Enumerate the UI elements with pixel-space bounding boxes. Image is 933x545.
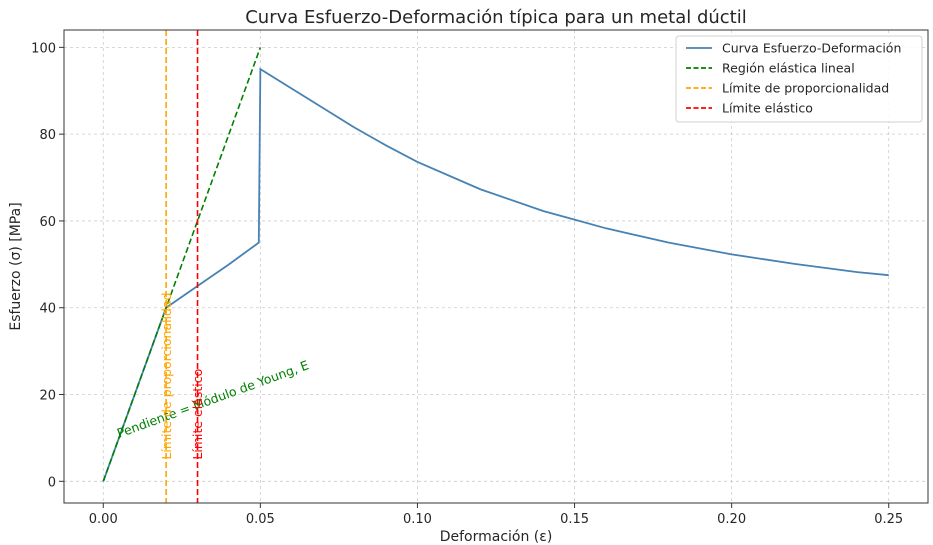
y-axis-label: Esfuerzo (σ) [MPa] <box>8 202 24 330</box>
x-tick-label: 0.20 <box>717 512 746 527</box>
legend: Curva Esfuerzo-Deformación Región elástic… <box>675 35 923 123</box>
x-axis-label: Deformación (ε) <box>440 529 553 545</box>
y-tick-label: 40 <box>39 302 56 317</box>
legend-entry-label: Curva Esfuerzo-Deformación <box>722 41 901 56</box>
annotation-label: Límite de proporcionalidad <box>159 292 174 459</box>
legend-entry-label: Límite de proporcionalidad <box>722 81 889 96</box>
x-tick-label: 0.05 <box>246 512 275 527</box>
x-tick-label: 0.15 <box>560 512 589 527</box>
axes-frame <box>63 29 929 504</box>
x-tick-label: 0.00 <box>89 512 118 527</box>
series-line-regi-n-el-stica-lineal <box>102 47 262 482</box>
y-tick-label: 20 <box>39 389 56 404</box>
legend-box <box>675 35 923 123</box>
legend-entry-label: Límite elástico <box>722 101 813 116</box>
y-tick-label: 80 <box>39 128 56 143</box>
series-line-curva-esfuerzo-deformaci-n <box>102 67 889 482</box>
y-tick-label: 0 <box>48 475 56 490</box>
chart-title: Curva Esfuerzo-Deformación típica para u… <box>245 7 747 28</box>
annotation-label: Límite elástico <box>190 369 205 460</box>
y-tick-label: 60 <box>39 215 56 230</box>
y-tick-label: 100 <box>31 41 56 56</box>
x-tick-label: 0.10 <box>403 512 432 527</box>
x-tick-label: 0.25 <box>874 512 903 527</box>
legend-entry-label: Región elástica lineal <box>722 61 855 76</box>
axes: 0.00 0.05 0.10 0.15 0.20 0.25 0 20 40 60 80 100 <box>31 29 929 527</box>
